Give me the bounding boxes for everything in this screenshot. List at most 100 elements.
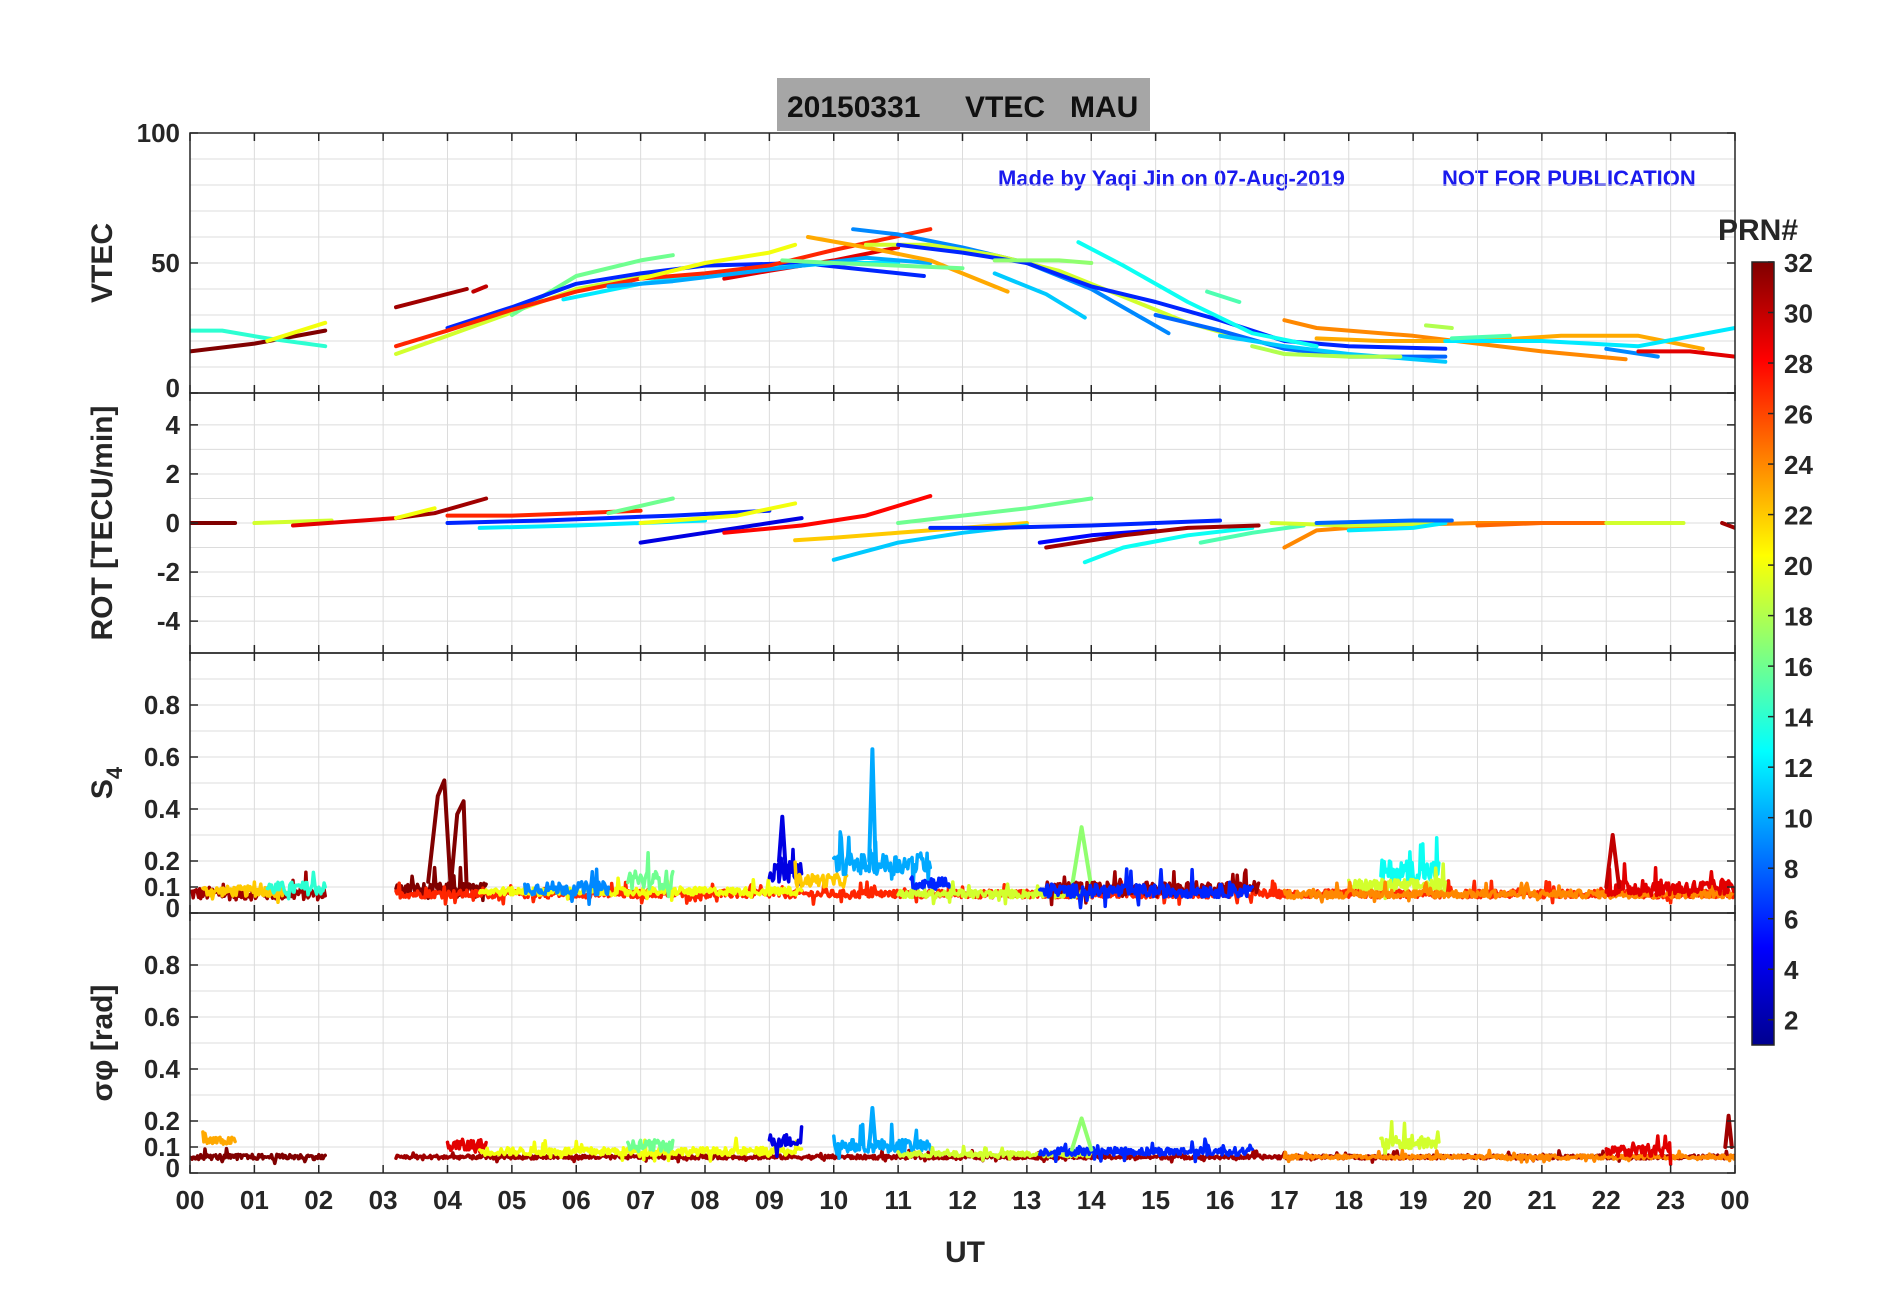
series-prn-19 bbox=[1269, 521, 1448, 528]
x-tick-label: 22 bbox=[1592, 1185, 1621, 1215]
series-prn-29 bbox=[1604, 862, 1735, 898]
x-tick-label: 19 bbox=[1399, 1185, 1428, 1215]
series-prn-19 bbox=[252, 518, 334, 525]
x-tick-label: 16 bbox=[1206, 1185, 1235, 1215]
series-prn-14 bbox=[190, 328, 328, 349]
colorbar-tick-label: 12 bbox=[1784, 753, 1813, 783]
series-prn-20 bbox=[477, 876, 804, 902]
x-tick-label: 09 bbox=[755, 1185, 784, 1215]
series-prn-9 bbox=[1604, 346, 1660, 359]
series-prn-15 bbox=[1449, 333, 1512, 341]
series-prn-14 bbox=[265, 870, 327, 901]
series-prn-27 bbox=[394, 227, 933, 349]
y-tick-label: 0.8 bbox=[144, 690, 180, 720]
colorbar-tick-label: 10 bbox=[1784, 804, 1813, 834]
colorbar-tick-label: 22 bbox=[1784, 501, 1813, 531]
series-prn-10 bbox=[606, 255, 933, 289]
series-prn-10 bbox=[832, 1122, 933, 1160]
series-prn-10 bbox=[832, 830, 933, 891]
colorbar-gradient bbox=[1751, 261, 1775, 1046]
y-tick-label: 50 bbox=[151, 248, 180, 278]
series-prn-11 bbox=[1218, 333, 1448, 364]
y-tick-label: 2 bbox=[166, 459, 180, 489]
series-prn-6 bbox=[909, 875, 952, 891]
x-tick-label: 03 bbox=[369, 1185, 398, 1215]
series-prn-31 bbox=[1723, 1113, 1734, 1149]
series-prn-31 bbox=[1044, 523, 1261, 550]
series-prn-6 bbox=[928, 518, 1222, 530]
y-tick-label: 0.1 bbox=[144, 872, 180, 902]
series-prn-19 bbox=[394, 268, 675, 356]
y-axis-label: σφ [rad] bbox=[86, 985, 119, 1102]
series-group bbox=[190, 494, 1735, 565]
colorbar-label: PRN# bbox=[1718, 214, 1798, 247]
series-prn-10 bbox=[867, 1106, 878, 1149]
colorbar-tick-label: 26 bbox=[1784, 400, 1813, 430]
x-axis-label: UT bbox=[945, 1236, 985, 1269]
y-tick-label: 0 bbox=[166, 1153, 180, 1183]
x-tick-label: 20 bbox=[1463, 1185, 1492, 1215]
series-prn-17 bbox=[1069, 1116, 1094, 1152]
series-prn-32 bbox=[426, 778, 469, 895]
series-prn-18 bbox=[1424, 323, 1454, 330]
series-prn-29 bbox=[291, 516, 398, 528]
panel-vtec: 0 50 100 VTEC bbox=[86, 118, 1736, 403]
series-prn-31 bbox=[394, 287, 469, 310]
credit-made-by: Made by Yaqi Jin on 07-Aug-2019 bbox=[998, 166, 1345, 191]
x-tick-label: 07 bbox=[626, 1185, 655, 1215]
x-tick-label: 00 bbox=[1721, 1185, 1750, 1215]
y-tick-label: 0.4 bbox=[144, 1054, 181, 1084]
x-tick-label: 13 bbox=[1012, 1185, 1041, 1215]
series-prn-17 bbox=[1069, 825, 1094, 889]
series-prn-31 bbox=[1720, 521, 1735, 530]
series-prn-32 bbox=[190, 328, 328, 354]
series-prn-20 bbox=[265, 320, 328, 343]
series-group bbox=[190, 227, 1735, 364]
colorbar-tick-label: 30 bbox=[1784, 299, 1813, 329]
colorbar-tick-label: 6 bbox=[1784, 905, 1798, 935]
x-tick-label: 01 bbox=[240, 1185, 269, 1215]
series-prn-16 bbox=[606, 496, 675, 516]
series-group bbox=[190, 747, 1735, 910]
x-tick-label: 04 bbox=[433, 1185, 462, 1215]
x-tick-label: 08 bbox=[691, 1185, 720, 1215]
title-box bbox=[777, 78, 1150, 131]
colorbar-tick-label: 32 bbox=[1784, 248, 1813, 278]
x-tick-label: 02 bbox=[304, 1185, 333, 1215]
series-prn-4 bbox=[767, 1125, 804, 1159]
series-prn-6 bbox=[896, 242, 1448, 351]
x-tick-label: 18 bbox=[1334, 1185, 1363, 1215]
title-station: MAU bbox=[1070, 91, 1138, 124]
colorbar-tick-label: 14 bbox=[1784, 703, 1813, 733]
y-tick-label: 0.4 bbox=[144, 794, 181, 824]
colorbar-tick-label: 20 bbox=[1784, 551, 1813, 581]
y-axis-label: VTEC bbox=[86, 223, 119, 303]
colorbar-tick-label: 18 bbox=[1784, 602, 1813, 632]
series-prn-30 bbox=[1604, 833, 1622, 889]
series-prn-13 bbox=[1082, 525, 1255, 565]
series-prn-20 bbox=[638, 501, 798, 525]
y-tick-label: 0.1 bbox=[144, 1132, 180, 1162]
series-prn-16 bbox=[780, 258, 965, 271]
series-prn-15 bbox=[1198, 523, 1306, 545]
series-prn-16 bbox=[626, 851, 675, 899]
series-prn-23 bbox=[1314, 333, 1705, 351]
series-prn-11 bbox=[992, 271, 1087, 320]
series-prn-6 bbox=[445, 261, 926, 330]
series-prn-29 bbox=[1604, 1134, 1673, 1166]
series-prn-22 bbox=[793, 860, 849, 889]
series-prn-29 bbox=[1636, 349, 1735, 359]
series-prn-5 bbox=[1037, 528, 1158, 545]
y-tick-label: -4 bbox=[157, 606, 181, 636]
series-prn-6 bbox=[445, 508, 772, 525]
panel-s4: 00.10.2 0.4 0.6 0.8 S4 bbox=[86, 652, 1736, 923]
credit-notice: NOT FOR PUBLICATION bbox=[1442, 166, 1696, 191]
series-prn-15 bbox=[1205, 289, 1242, 304]
colorbar-tick-label: 16 bbox=[1784, 652, 1813, 682]
colorbar-tick-label: 28 bbox=[1784, 349, 1813, 379]
series-prn-32 bbox=[190, 1146, 327, 1166]
x-tick-label: 11 bbox=[884, 1185, 912, 1215]
series-prn-20 bbox=[638, 242, 798, 281]
x-tick-label: 15 bbox=[1141, 1185, 1170, 1215]
